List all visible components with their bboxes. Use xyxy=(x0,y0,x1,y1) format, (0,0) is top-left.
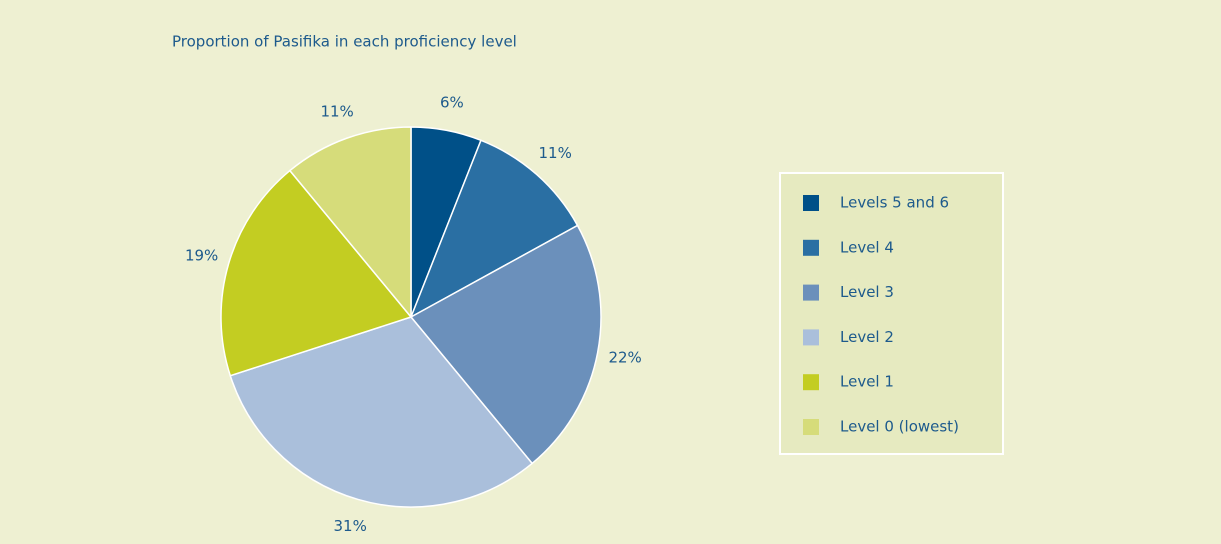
data-label: 11% xyxy=(538,144,571,162)
pie-slice xyxy=(220,169,413,377)
legend-label: Levels 5 and 6 xyxy=(840,194,949,212)
legend-swatch xyxy=(803,195,819,211)
legend-box xyxy=(779,172,1004,455)
data-label: 22% xyxy=(608,348,641,366)
legend-label: Level 1 xyxy=(840,373,894,391)
pie-slice xyxy=(229,316,534,508)
legend-label: Level 2 xyxy=(840,328,894,346)
data-label: 6% xyxy=(440,93,464,111)
chart-title: Proportion of Pasifika in each proficien… xyxy=(172,33,517,51)
legend-swatch xyxy=(803,374,819,391)
data-label: 31% xyxy=(334,517,367,535)
data-label: 11% xyxy=(320,102,353,120)
data-label: 19% xyxy=(185,247,218,265)
legend-swatch xyxy=(803,284,819,301)
legend-swatch xyxy=(803,419,819,435)
legend-label: Level 0 (lowest) xyxy=(840,418,959,436)
legend-label: Level 4 xyxy=(840,238,894,256)
pie-slice xyxy=(409,224,602,465)
legend-label: Level 3 xyxy=(840,283,894,301)
legend-swatch xyxy=(803,329,819,346)
pie-slice xyxy=(409,139,579,319)
legend-swatch xyxy=(803,239,819,256)
pie-slice xyxy=(288,126,412,320)
